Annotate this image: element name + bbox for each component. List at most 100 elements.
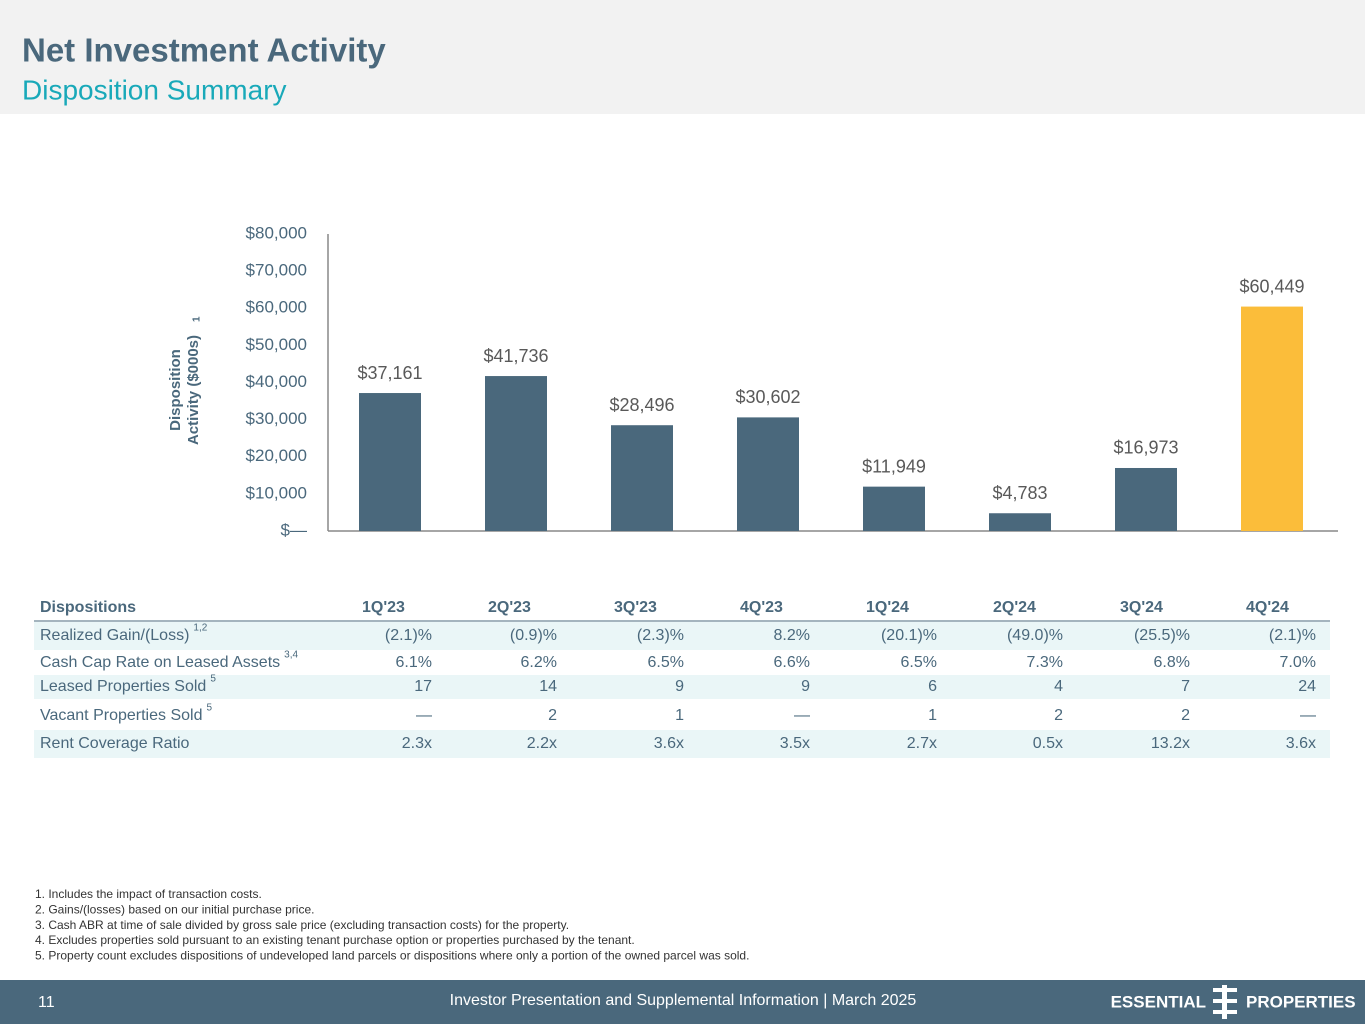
bar (485, 376, 547, 531)
table-cell: 1 (675, 707, 684, 724)
footer-text: Investor Presentation and Supplemental I… (450, 992, 917, 1009)
table-cell: 6.2% (521, 654, 557, 671)
table-cell: 3.6x (654, 735, 684, 752)
row-stripe (34, 622, 1330, 650)
row-note: 5 (206, 703, 212, 714)
table-cell: (2.1)% (385, 627, 432, 644)
bar (989, 513, 1051, 531)
row-label: Cash Cap Rate on Leased Assets (40, 654, 280, 671)
table-cell: 7 (1181, 678, 1190, 695)
logo-left: ESSENTIAL (1111, 992, 1206, 1011)
table-header: 2Q'23 (488, 599, 531, 616)
table-cell: — (794, 707, 810, 724)
table-cell: (2.3)% (637, 627, 684, 644)
table-cell: 14 (539, 678, 557, 695)
y-tick-label: $40,000 (246, 372, 307, 391)
table-header: 4Q'24 (1246, 599, 1289, 616)
bar (863, 486, 925, 531)
page-number: 11 (38, 994, 55, 1011)
row-label: Vacant Properties Sold (40, 707, 202, 724)
value-label: $37,161 (357, 363, 422, 383)
table-cell: 2.7x (907, 735, 937, 752)
footer-band (0, 980, 1365, 1024)
table-cell: 3.5x (780, 735, 810, 752)
table-cell: — (1300, 707, 1316, 724)
table-cell: 9 (801, 678, 810, 695)
table-cell: 2.3x (402, 735, 432, 752)
bar (359, 393, 421, 531)
table-cell: 4 (1054, 678, 1063, 695)
table-cell: 6.5% (901, 654, 937, 671)
value-label: $41,736 (483, 346, 548, 366)
footnote: 2. Gains/(losses) based on our initial p… (35, 902, 314, 916)
row-note: 5 (210, 674, 216, 685)
header-band (0, 0, 1365, 114)
table-cell: 6 (928, 678, 937, 695)
table-cell: 3.6x (1286, 735, 1316, 752)
table-cell: 2 (548, 707, 557, 724)
table-cell: 17 (414, 678, 432, 695)
y-tick-label: $70,000 (246, 261, 307, 280)
table-cell: (49.0)% (1007, 627, 1063, 644)
y-tick-label: $50,000 (246, 335, 307, 354)
value-label: $30,602 (735, 387, 800, 407)
logo-mark (1213, 985, 1237, 1019)
table-cell: 24 (1298, 678, 1316, 695)
table-header: 2Q'24 (993, 599, 1036, 616)
bar (737, 417, 799, 531)
table-cell: 1 (928, 707, 937, 724)
value-label: $60,449 (1239, 276, 1304, 296)
value-label: $28,496 (609, 395, 674, 415)
y-tick-label: $— (281, 520, 307, 539)
table-cell: 7.0% (1280, 654, 1316, 671)
y-tick-label: $20,000 (246, 446, 307, 465)
table-cell: 6.5% (648, 654, 684, 671)
row-label: Realized Gain/(Loss) (40, 627, 189, 644)
y-tick-label: $30,000 (246, 409, 307, 428)
table-cell: 2 (1054, 707, 1063, 724)
footnote: 3. Cash ABR at time of sale divided by g… (35, 918, 569, 932)
slide-subtitle: Disposition Summary (22, 74, 287, 105)
slide-title: Net Investment Activity (22, 32, 386, 69)
row-stripe (34, 730, 1330, 758)
table-cell: 7.3% (1027, 654, 1063, 671)
table-cell: (25.5)% (1134, 627, 1190, 644)
table-cell: 2.2x (527, 735, 557, 752)
table-header: 1Q'24 (866, 599, 909, 616)
y-axis-label-note: 1 (192, 316, 203, 322)
table-header: 4Q'23 (740, 599, 783, 616)
table-cell: 9 (675, 678, 684, 695)
y-axis-label-line: Activity ($000s) (185, 335, 202, 445)
table-cell: (20.1)% (881, 627, 937, 644)
y-axis-label-line: Disposition (167, 349, 184, 431)
row-note: 1,2 (193, 623, 207, 634)
footnote: 1. Includes the impact of transaction co… (35, 887, 262, 901)
value-label: $4,783 (992, 483, 1047, 503)
table-cell: 2 (1181, 707, 1190, 724)
bar (611, 425, 673, 531)
y-tick-label: $10,000 (246, 483, 307, 502)
bar (1241, 306, 1303, 531)
table-header: 3Q'24 (1120, 599, 1163, 616)
table-header: 1Q'23 (362, 599, 405, 616)
footnote: 5. Property count excludes dispositions … (35, 948, 749, 962)
y-tick-label: $60,000 (246, 298, 307, 317)
table-cell: 6.1% (396, 654, 432, 671)
table-header: Dispositions (40, 599, 136, 616)
table-cell: (0.9)% (510, 627, 557, 644)
table-cell: — (416, 707, 432, 724)
table-cell: (2.1)% (1269, 627, 1316, 644)
table-cell: 6.6% (774, 654, 810, 671)
footnote: 4. Excludes properties sold pursuant to … (35, 933, 635, 947)
row-label: Leased Properties Sold (40, 678, 206, 695)
row-label: Rent Coverage Ratio (40, 735, 190, 752)
table-header: 3Q'23 (614, 599, 657, 616)
table-cell: 0.5x (1033, 735, 1063, 752)
row-stripe (34, 675, 1330, 699)
logo-right: PROPERTIES (1246, 992, 1356, 1011)
table-cell: 13.2x (1151, 735, 1190, 752)
y-axis-label: DispositionActivity ($000s) (167, 335, 202, 445)
value-label: $11,949 (862, 456, 926, 476)
